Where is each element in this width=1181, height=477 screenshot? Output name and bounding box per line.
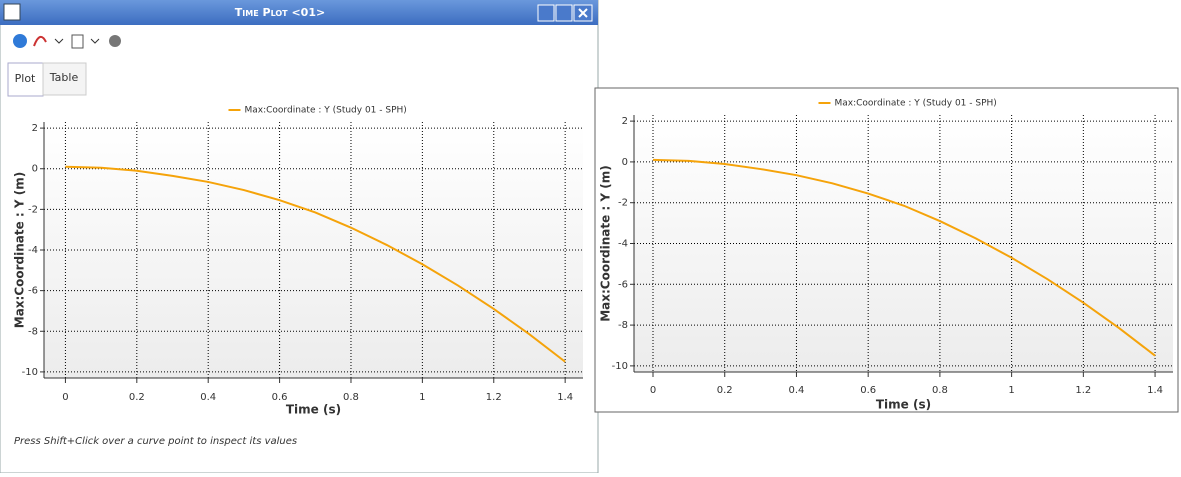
export-icon[interactable]	[71, 34, 84, 49]
dropdown-icon[interactable]	[54, 38, 64, 44]
tab-label: Plot	[15, 72, 36, 85]
y-tick-label: -2	[618, 198, 628, 209]
x-tick-label: 1.4	[1147, 385, 1163, 396]
x-axis-label: Time (s)	[876, 398, 931, 412]
x-tick-label: 1.2	[486, 392, 502, 403]
y-tick-label: 2	[32, 123, 38, 134]
x-tick-label: 0.4	[200, 392, 216, 403]
x-tick-label: 0	[62, 392, 68, 403]
y-tick-label: -10	[612, 361, 628, 372]
x-tick-label: 0	[650, 385, 656, 396]
x-tick-label: 0.6	[272, 392, 288, 403]
minimize-button[interactable]	[537, 4, 555, 22]
x-tick-label: 0.8	[343, 392, 359, 403]
y-tick-label: 0	[32, 164, 38, 175]
x-tick-label: 1.4	[557, 392, 573, 403]
y-tick-label: -6	[618, 279, 628, 290]
plot-area	[634, 115, 1173, 372]
y-tick-label: -8	[618, 320, 628, 331]
x-tick-label: 0.2	[129, 392, 145, 403]
close-icon	[578, 8, 588, 18]
settings-icon[interactable]	[109, 35, 121, 47]
x-tick-label: 0.4	[788, 385, 804, 396]
app-icon	[3, 3, 21, 21]
x-tick-label: 0.8	[932, 385, 948, 396]
y-axis-label: Max:Coordinate : Y (m)	[599, 165, 613, 322]
status-text: Press Shift+Click over a curve point to …	[14, 436, 297, 447]
legend-label: Max:Coordinate : Y (Study 01 - SPH)	[245, 106, 407, 116]
help-icon[interactable]	[13, 34, 27, 48]
line	[65, 165, 566, 363]
legend-label: Max:Coordinate : Y (Study 01 - SPH)	[835, 99, 997, 109]
x-tick-label: 1	[1008, 385, 1014, 396]
dropdown-icon[interactable]	[90, 38, 100, 44]
x-tick-label: 0.6	[860, 385, 876, 396]
line	[652, 158, 1156, 357]
window-title: Time Plot <01>	[235, 6, 325, 19]
y-axis-label: Max:Coordinate : Y (m)	[13, 172, 27, 329]
y-tick-label: 0	[622, 157, 628, 168]
y-tick-label: -6	[28, 286, 38, 297]
y-tick-label: -4	[618, 239, 628, 250]
y-tick-label: -8	[28, 326, 38, 337]
y-tick-label: 2	[622, 116, 628, 127]
tab-label: Table	[49, 71, 79, 84]
x-tick-label: 0.2	[717, 385, 733, 396]
y-tick-label: -10	[22, 367, 38, 378]
curve-icon[interactable]	[33, 35, 47, 47]
x-tick-label: 1	[419, 392, 425, 403]
y-tick-label: -4	[28, 245, 38, 256]
x-axis-label: Time (s)	[286, 403, 341, 417]
title-bar	[0, 0, 598, 25]
x-tick-label: 1.2	[1075, 385, 1091, 396]
y-tick-label: -2	[28, 204, 38, 215]
maximize-button[interactable]	[555, 4, 573, 22]
tab[interactable]	[42, 62, 87, 96]
plot-area	[44, 122, 583, 378]
